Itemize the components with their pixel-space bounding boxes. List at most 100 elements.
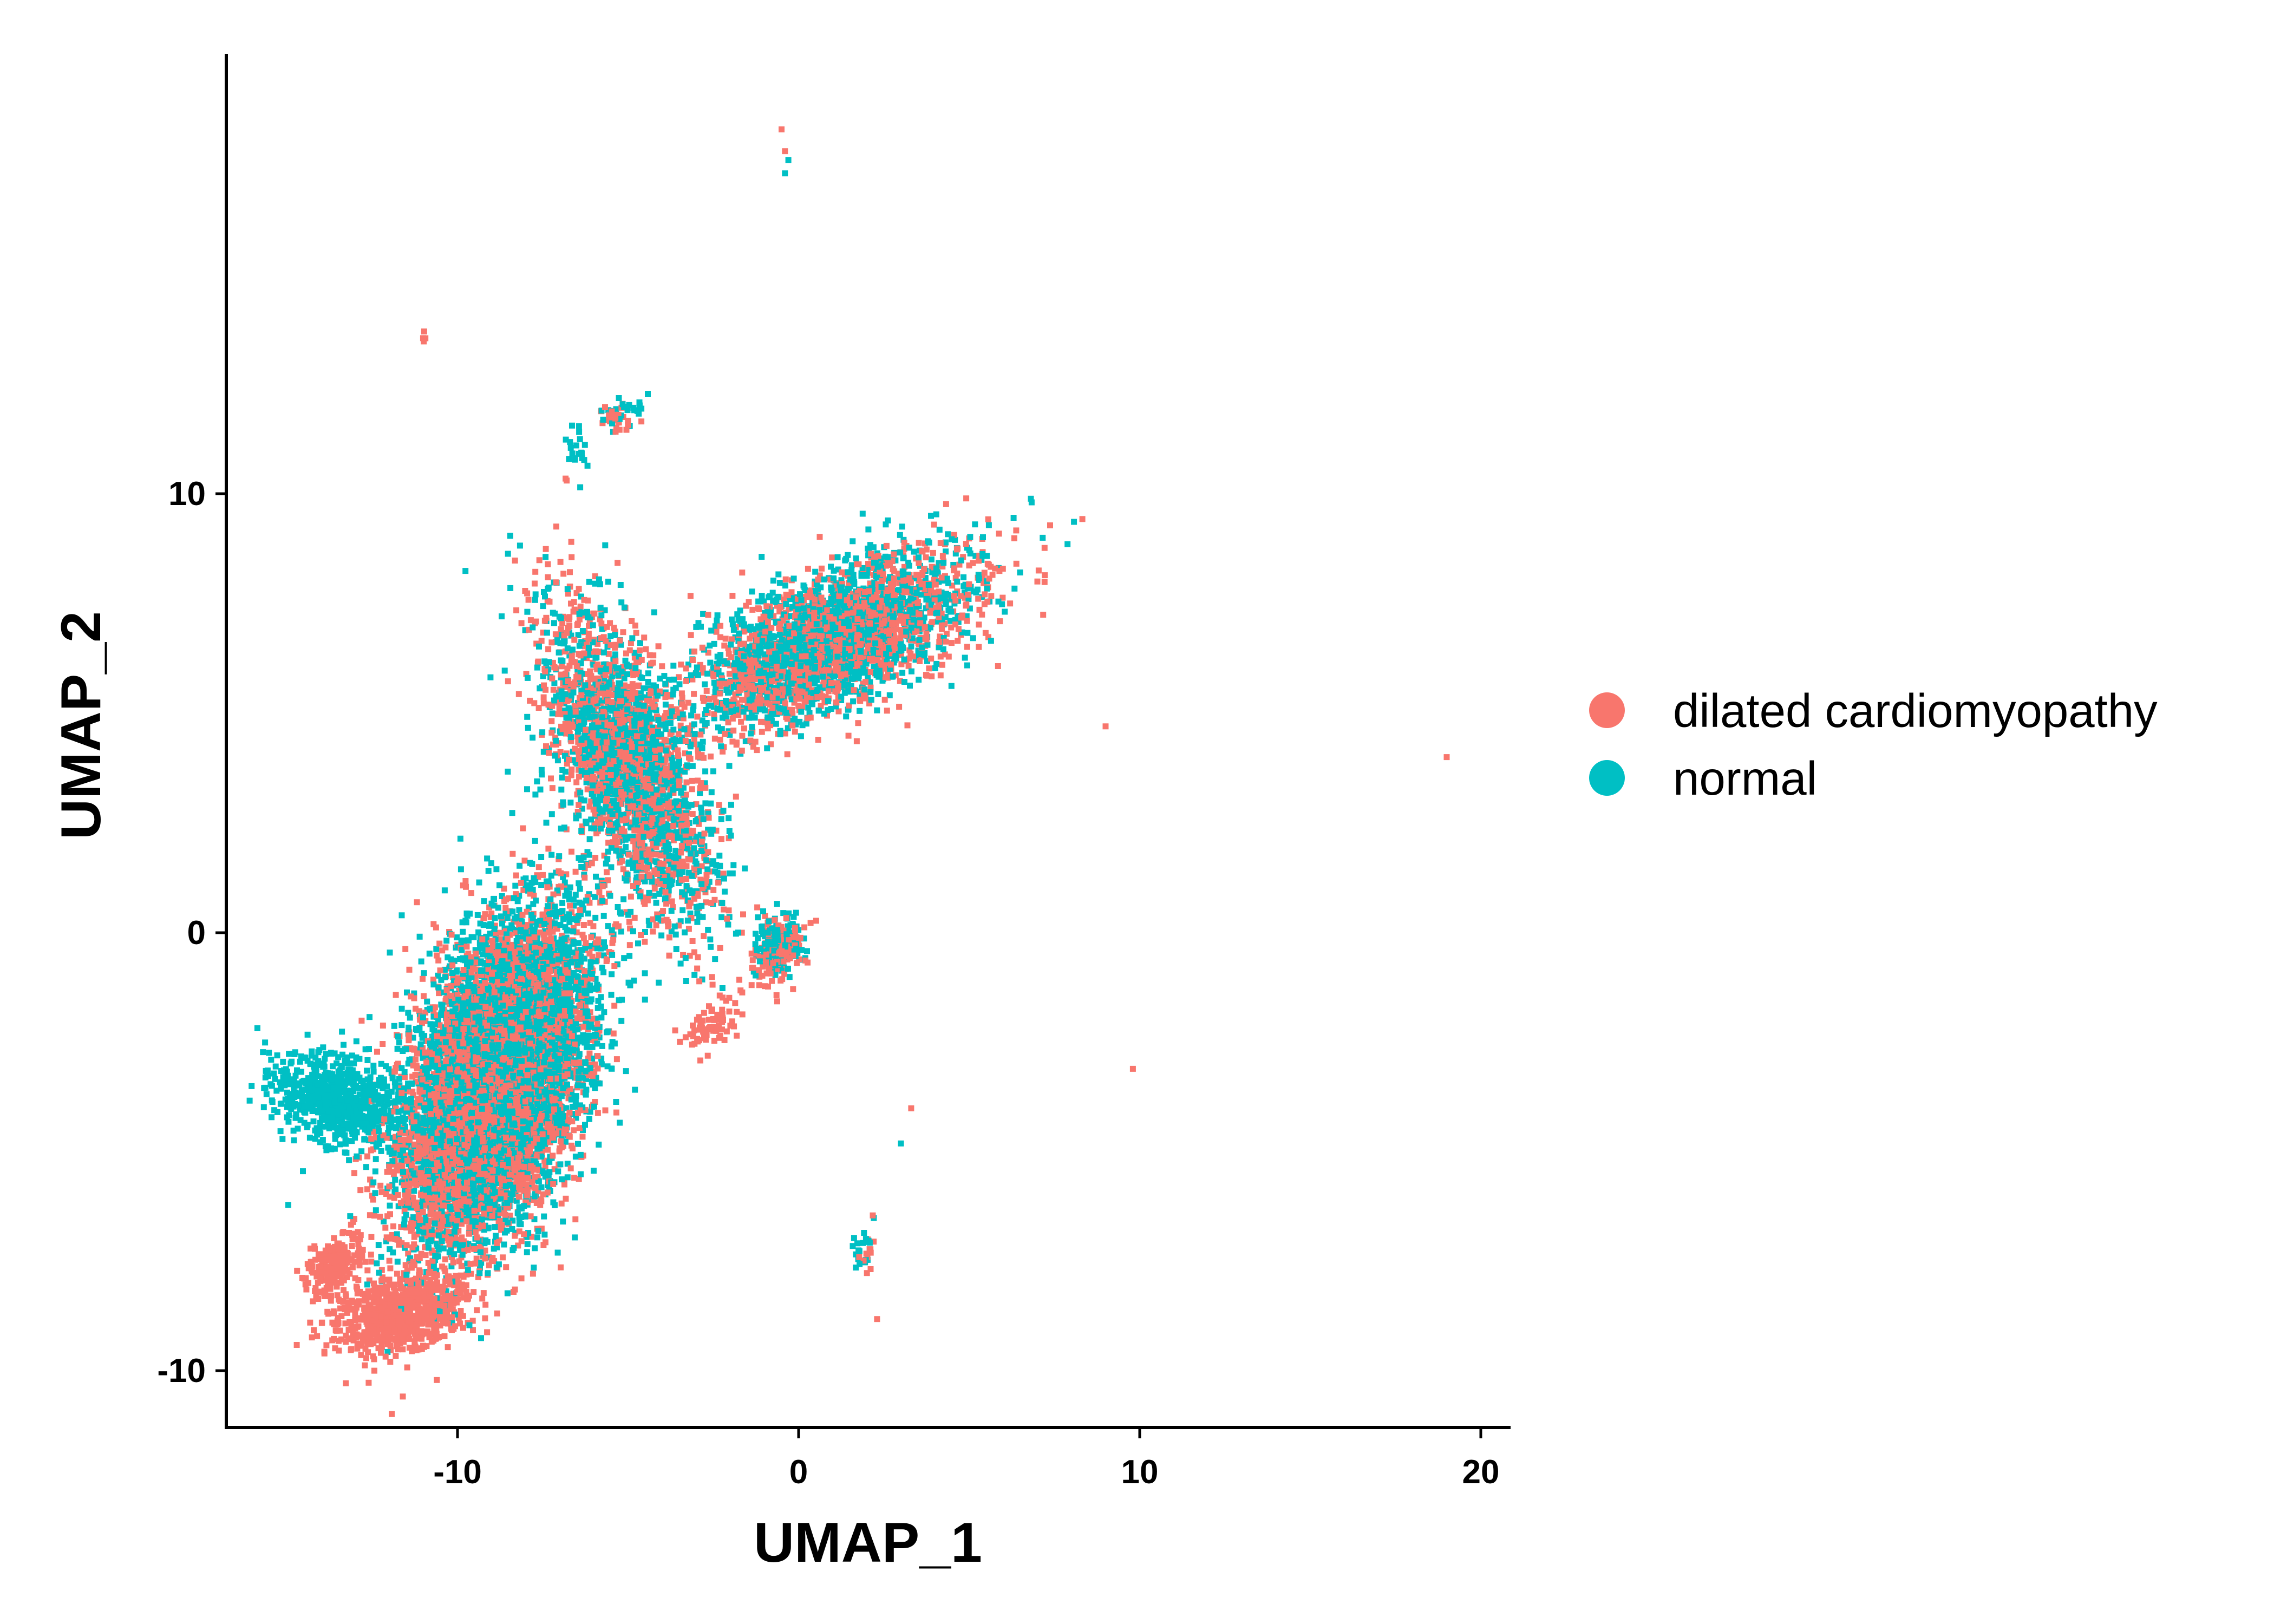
- point-normal: [548, 852, 555, 858]
- point-dilated-cardiomyopathy: [939, 626, 945, 632]
- point-normal: [688, 712, 695, 719]
- point-normal: [596, 1141, 602, 1148]
- point-normal: [322, 1056, 328, 1062]
- point-dilated-cardiomyopathy: [371, 1213, 377, 1219]
- point-normal: [438, 977, 445, 983]
- point-normal: [750, 626, 757, 632]
- point-dilated-cardiomyopathy: [667, 731, 674, 737]
- point-dilated-cardiomyopathy: [468, 1271, 474, 1277]
- point-dilated-cardiomyopathy: [589, 1037, 595, 1043]
- point-dilated-cardiomyopathy: [816, 572, 823, 579]
- point-dilated-cardiomyopathy: [395, 1346, 401, 1353]
- point-dilated-cardiomyopathy: [433, 924, 439, 931]
- point-dilated-cardiomyopathy: [1013, 527, 1020, 534]
- point-dilated-cardiomyopathy: [1102, 723, 1109, 730]
- point-dilated-cardiomyopathy: [648, 857, 654, 864]
- point-normal: [621, 675, 628, 682]
- point-normal: [558, 826, 564, 832]
- point-normal: [418, 958, 424, 965]
- point-dilated-cardiomyopathy: [391, 1161, 398, 1168]
- point-dilated-cardiomyopathy: [962, 594, 968, 601]
- point-dilated-cardiomyopathy: [436, 1022, 443, 1029]
- point-normal: [653, 900, 659, 906]
- point-dilated-cardiomyopathy: [716, 802, 722, 808]
- point-normal: [651, 893, 657, 899]
- point-normal: [697, 790, 703, 796]
- point-dilated-cardiomyopathy: [433, 1249, 440, 1256]
- point-dilated-cardiomyopathy: [719, 1006, 726, 1013]
- point-dilated-cardiomyopathy: [336, 1347, 342, 1354]
- point-normal: [754, 641, 761, 648]
- point-dilated-cardiomyopathy: [411, 1106, 418, 1112]
- point-dilated-cardiomyopathy: [632, 623, 638, 629]
- point-dilated-cardiomyopathy: [337, 1327, 343, 1334]
- point-normal: [726, 763, 733, 769]
- point-dilated-cardiomyopathy: [605, 840, 612, 846]
- point-dilated-cardiomyopathy: [429, 1267, 435, 1274]
- point-dilated-cardiomyopathy: [576, 751, 582, 757]
- point-dilated-cardiomyopathy: [753, 699, 760, 706]
- point-dilated-cardiomyopathy: [612, 628, 618, 635]
- point-dilated-cardiomyopathy: [796, 956, 802, 962]
- point-normal: [575, 993, 581, 1000]
- point-normal: [911, 548, 917, 555]
- point-dilated-cardiomyopathy: [697, 876, 704, 883]
- point-dilated-cardiomyopathy: [705, 612, 711, 618]
- point-dilated-cardiomyopathy: [725, 645, 731, 651]
- point-normal: [755, 914, 761, 921]
- point-dilated-cardiomyopathy: [493, 960, 500, 967]
- point-dilated-cardiomyopathy: [585, 862, 592, 868]
- point-dilated-cardiomyopathy: [678, 810, 685, 816]
- point-dilated-cardiomyopathy: [469, 1318, 476, 1324]
- point-normal: [507, 955, 513, 961]
- point-normal: [569, 422, 575, 429]
- point-normal: [475, 929, 482, 935]
- point-normal: [598, 1061, 605, 1068]
- point-normal: [350, 1088, 357, 1094]
- point-normal: [642, 878, 648, 885]
- point-dilated-cardiomyopathy: [576, 774, 582, 780]
- point-normal: [759, 554, 765, 560]
- point-dilated-cardiomyopathy: [364, 1186, 370, 1193]
- point-dilated-cardiomyopathy: [813, 918, 819, 924]
- point-normal: [712, 623, 718, 630]
- point-normal: [384, 1089, 390, 1096]
- point-normal: [584, 849, 591, 855]
- point-normal: [406, 1161, 412, 1168]
- point-normal: [440, 1245, 447, 1252]
- point-normal: [687, 911, 694, 917]
- point-dilated-cardiomyopathy: [901, 546, 907, 552]
- point-dilated-cardiomyopathy: [460, 1325, 466, 1331]
- point-dilated-cardiomyopathy: [386, 1281, 393, 1288]
- point-dilated-cardiomyopathy: [691, 741, 697, 748]
- point-dilated-cardiomyopathy: [312, 1256, 318, 1263]
- point-dilated-cardiomyopathy: [450, 1291, 456, 1297]
- point-normal: [390, 1249, 396, 1256]
- point-dilated-cardiomyopathy: [966, 562, 972, 569]
- point-normal: [429, 1033, 435, 1040]
- point-normal: [769, 711, 775, 718]
- point-dilated-cardiomyopathy: [641, 634, 648, 641]
- point-dilated-cardiomyopathy: [397, 1340, 403, 1346]
- point-normal: [514, 898, 521, 905]
- point-dilated-cardiomyopathy: [568, 767, 575, 772]
- point-dilated-cardiomyopathy: [357, 1232, 364, 1239]
- point-dilated-cardiomyopathy: [293, 1342, 300, 1348]
- point-dilated-cardiomyopathy: [1443, 754, 1450, 761]
- point-dilated-cardiomyopathy: [865, 561, 871, 567]
- point-normal: [449, 1319, 455, 1326]
- point-normal: [512, 882, 519, 889]
- point-normal: [683, 883, 690, 889]
- point-normal: [388, 1089, 395, 1095]
- point-dilated-cardiomyopathy: [540, 700, 547, 706]
- point-normal: [642, 695, 649, 701]
- point-normal: [532, 1245, 538, 1252]
- point-dilated-cardiomyopathy: [325, 1243, 331, 1249]
- point-dilated-cardiomyopathy: [685, 926, 692, 932]
- point-normal: [964, 545, 970, 551]
- point-normal: [513, 1197, 520, 1204]
- point-dilated-cardiomyopathy: [460, 1273, 467, 1280]
- point-normal: [538, 767, 545, 773]
- point-normal: [629, 855, 636, 861]
- point-dilated-cardiomyopathy: [588, 798, 594, 804]
